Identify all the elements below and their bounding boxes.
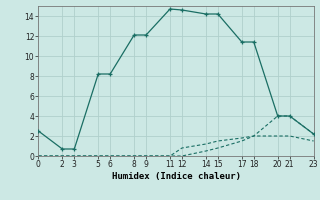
X-axis label: Humidex (Indice chaleur): Humidex (Indice chaleur) xyxy=(111,172,241,181)
